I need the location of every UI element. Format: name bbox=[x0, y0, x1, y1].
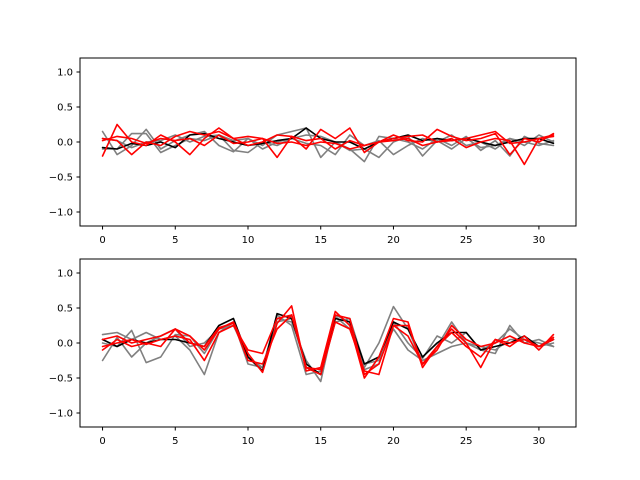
series-line-7 bbox=[101, 314, 555, 376]
series-line-7 bbox=[101, 130, 555, 150]
series-line-6 bbox=[101, 128, 555, 156]
y-tick-label: −1.0 bbox=[49, 409, 73, 420]
y-tick-label: −0.5 bbox=[49, 173, 73, 184]
x-tick-label: 0 bbox=[99, 436, 105, 447]
series-line-4 bbox=[101, 127, 555, 150]
series-line-6 bbox=[101, 314, 555, 376]
x-tick-label: 30 bbox=[533, 436, 546, 447]
x-tick-label: 30 bbox=[533, 235, 546, 246]
series-group bbox=[101, 123, 555, 166]
chart-panel-2: 0 5 10 15 20 25 30 −1.0 −0.5 0.0 0.5 1.0 bbox=[49, 258, 577, 447]
x-tick-label: 25 bbox=[460, 235, 473, 246]
x-tick-label: 15 bbox=[314, 235, 327, 246]
y-tick-label: 1.0 bbox=[57, 68, 73, 79]
x-tick-label: 20 bbox=[387, 235, 400, 246]
series-group bbox=[101, 305, 555, 383]
y-tick-label: 0.5 bbox=[57, 304, 73, 315]
x-tick-label: 15 bbox=[314, 436, 327, 447]
x-tick-label: 5 bbox=[172, 235, 178, 246]
x-tick-label: 10 bbox=[242, 235, 255, 246]
x-tick-label: 25 bbox=[460, 436, 473, 447]
y-tick-label: 0.5 bbox=[57, 103, 73, 114]
x-tick-label: 0 bbox=[99, 235, 105, 246]
y-tick-label: −1.0 bbox=[49, 208, 73, 219]
x-tick-label: 20 bbox=[387, 436, 400, 447]
x-tick-label: 10 bbox=[242, 436, 255, 447]
y-tick-label: 0.0 bbox=[57, 339, 73, 350]
x-tick-label: 5 bbox=[172, 436, 178, 447]
y-tick-label: 0.0 bbox=[57, 138, 73, 149]
y-tick-label: −0.5 bbox=[49, 374, 73, 385]
chart-panel-1: 0 5 10 15 20 25 30 −1.0 −0.5 0.0 0.5 1.0 bbox=[49, 57, 577, 246]
series-line-5 bbox=[101, 123, 555, 166]
y-tick-label: 1.0 bbox=[57, 269, 73, 280]
